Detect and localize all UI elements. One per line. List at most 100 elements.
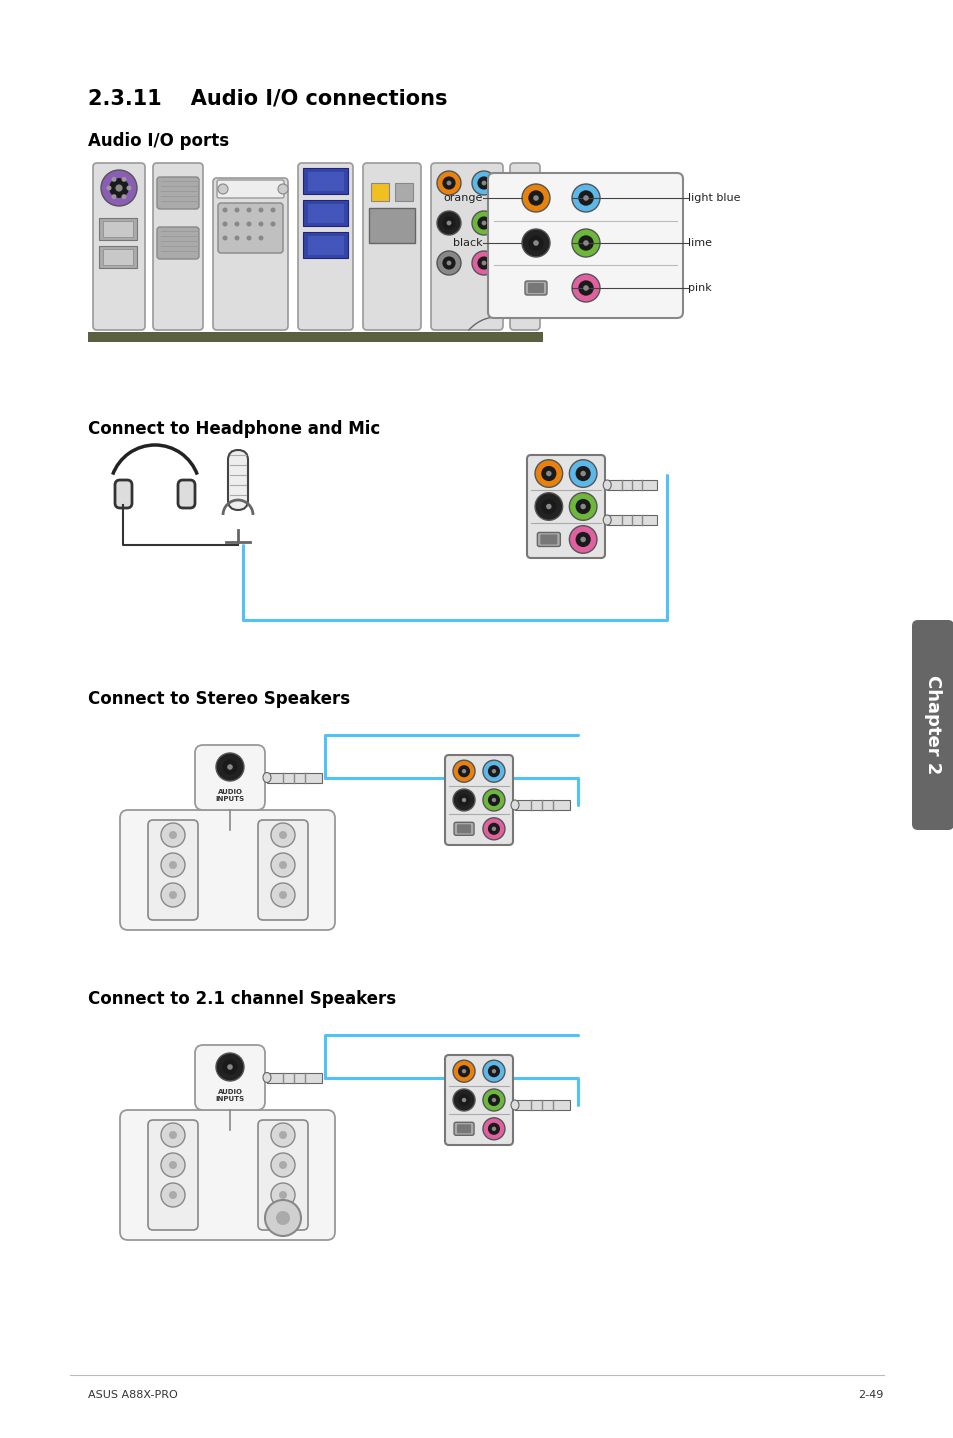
FancyBboxPatch shape <box>456 1125 471 1133</box>
Circle shape <box>582 196 588 201</box>
Circle shape <box>461 769 466 774</box>
FancyBboxPatch shape <box>456 824 471 833</box>
Circle shape <box>521 229 550 257</box>
Circle shape <box>578 280 593 296</box>
Circle shape <box>442 216 456 230</box>
Text: Chapter 2: Chapter 2 <box>923 676 941 775</box>
Circle shape <box>169 1132 177 1139</box>
Circle shape <box>271 207 275 213</box>
Ellipse shape <box>263 772 271 782</box>
Circle shape <box>278 1160 287 1169</box>
Bar <box>515 800 569 810</box>
FancyBboxPatch shape <box>257 820 308 920</box>
Text: AUDIO
INPUTS: AUDIO INPUTS <box>215 1089 244 1102</box>
Circle shape <box>487 794 499 807</box>
Bar <box>303 200 348 226</box>
Bar <box>307 171 344 191</box>
Circle shape <box>169 1160 177 1169</box>
Circle shape <box>271 1153 294 1176</box>
Circle shape <box>112 194 116 198</box>
Circle shape <box>222 207 227 213</box>
Text: AUDIO
INPUTS: AUDIO INPUTS <box>215 789 244 802</box>
Circle shape <box>569 460 597 487</box>
Circle shape <box>569 493 597 521</box>
Circle shape <box>218 184 228 194</box>
Circle shape <box>572 184 599 211</box>
Bar <box>369 209 415 243</box>
FancyBboxPatch shape <box>444 1055 513 1145</box>
Circle shape <box>491 769 496 774</box>
Circle shape <box>491 1097 496 1102</box>
Circle shape <box>112 177 116 181</box>
Circle shape <box>535 493 562 521</box>
Circle shape <box>461 798 466 802</box>
FancyBboxPatch shape <box>228 450 248 510</box>
Ellipse shape <box>602 480 611 490</box>
FancyBboxPatch shape <box>115 480 132 508</box>
Ellipse shape <box>511 1100 518 1110</box>
Circle shape <box>215 754 244 781</box>
Circle shape <box>457 765 470 778</box>
Circle shape <box>271 1183 294 1206</box>
Circle shape <box>578 236 593 250</box>
Circle shape <box>275 1211 290 1225</box>
FancyBboxPatch shape <box>527 283 543 293</box>
FancyBboxPatch shape <box>526 454 604 558</box>
Circle shape <box>575 466 590 482</box>
FancyBboxPatch shape <box>194 1045 265 1110</box>
Circle shape <box>482 789 504 811</box>
FancyBboxPatch shape <box>257 1120 308 1229</box>
Circle shape <box>234 221 239 227</box>
Circle shape <box>265 1199 301 1237</box>
Circle shape <box>575 532 590 546</box>
FancyBboxPatch shape <box>444 755 513 846</box>
Bar <box>103 221 132 237</box>
Circle shape <box>169 892 177 899</box>
Circle shape <box>436 171 460 196</box>
Bar <box>303 168 348 194</box>
Circle shape <box>487 823 499 835</box>
Circle shape <box>487 765 499 778</box>
Circle shape <box>227 1064 233 1070</box>
Circle shape <box>461 1097 466 1102</box>
FancyBboxPatch shape <box>454 1122 474 1135</box>
Circle shape <box>491 798 496 802</box>
Circle shape <box>482 818 504 840</box>
FancyBboxPatch shape <box>539 535 557 545</box>
FancyBboxPatch shape <box>488 173 682 318</box>
Text: Connect to Headphone and Mic: Connect to Headphone and Mic <box>88 420 380 439</box>
Circle shape <box>482 1089 504 1112</box>
Text: pink: pink <box>687 283 711 293</box>
FancyBboxPatch shape <box>515 183 535 213</box>
Text: ASUS A88X-PRO: ASUS A88X-PRO <box>88 1391 177 1401</box>
Circle shape <box>482 761 504 782</box>
Bar <box>606 515 657 525</box>
Circle shape <box>491 827 496 831</box>
FancyBboxPatch shape <box>524 280 546 295</box>
Circle shape <box>487 1094 499 1106</box>
Circle shape <box>569 526 597 554</box>
FancyBboxPatch shape <box>218 203 283 253</box>
Circle shape <box>436 211 460 234</box>
Text: black: black <box>453 239 482 247</box>
Ellipse shape <box>602 515 611 525</box>
Circle shape <box>161 1153 185 1176</box>
Text: Audio I/O ports: Audio I/O ports <box>88 132 229 150</box>
Circle shape <box>540 499 556 515</box>
Bar <box>267 1073 322 1083</box>
Circle shape <box>278 831 287 838</box>
Circle shape <box>472 171 496 196</box>
Circle shape <box>578 190 593 206</box>
FancyBboxPatch shape <box>510 162 539 329</box>
Circle shape <box>234 236 239 240</box>
Circle shape <box>258 221 263 227</box>
Circle shape <box>575 499 590 515</box>
Circle shape <box>453 789 475 811</box>
Bar <box>88 332 542 342</box>
Ellipse shape <box>511 800 518 810</box>
Circle shape <box>453 761 475 782</box>
Circle shape <box>481 181 486 186</box>
Circle shape <box>572 229 599 257</box>
Bar <box>307 234 344 255</box>
FancyBboxPatch shape <box>537 532 559 546</box>
